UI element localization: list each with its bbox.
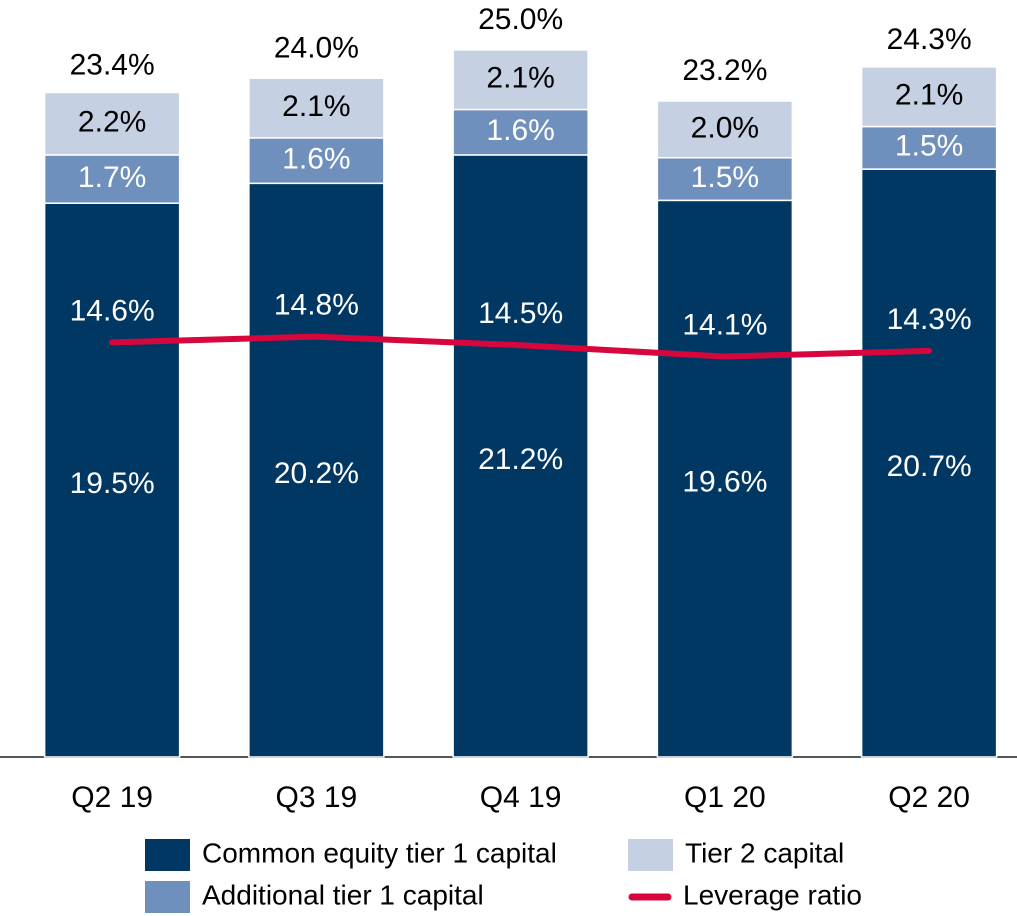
legend-label: Common equity tier 1 capital xyxy=(202,837,557,868)
legend-swatch xyxy=(145,839,190,871)
data-label: 2.1% xyxy=(895,79,963,112)
line-label: 14.1% xyxy=(682,308,767,341)
x-tick-label: Q2 20 xyxy=(888,781,970,814)
x-tick-label: Q3 19 xyxy=(276,781,358,814)
x-tick-label: Q1 20 xyxy=(684,781,766,814)
total-label: 24.3% xyxy=(887,23,972,56)
bar-segment xyxy=(43,154,181,204)
legend-label: Tier 2 capital xyxy=(685,837,844,868)
data-label: 2.1% xyxy=(282,90,350,123)
data-label: 1.5% xyxy=(691,161,759,194)
bar-segment xyxy=(248,137,385,185)
bar-segment xyxy=(452,49,589,111)
data-label: 1.5% xyxy=(895,130,963,163)
bar-segment xyxy=(248,182,385,758)
bar-segment xyxy=(860,125,998,170)
bar-segment xyxy=(248,77,385,139)
line-label: 14.8% xyxy=(274,289,359,322)
line-label: 14.3% xyxy=(887,303,972,336)
bar-segment xyxy=(452,108,589,156)
bar-segment xyxy=(656,100,794,159)
data-label: 1.7% xyxy=(78,161,146,194)
legend-swatch xyxy=(145,881,190,913)
bar-segment xyxy=(860,168,998,758)
total-label: 25.0% xyxy=(478,3,563,36)
total-label: 23.2% xyxy=(682,54,767,87)
data-label: 2.0% xyxy=(691,111,759,144)
total-label: 23.4% xyxy=(70,48,155,81)
data-label: 19.5% xyxy=(70,467,155,500)
bar-segment xyxy=(43,91,181,156)
line-label: 14.6% xyxy=(70,294,155,327)
x-tick-label: Q2 19 xyxy=(71,781,153,814)
line-label: 14.5% xyxy=(478,297,563,330)
legend-swatch xyxy=(628,839,673,871)
data-label: 1.6% xyxy=(486,114,554,147)
bar-segment xyxy=(43,202,181,758)
data-label: 20.2% xyxy=(274,457,359,490)
bar-segment xyxy=(452,154,589,758)
data-label: 2.1% xyxy=(486,62,554,95)
data-label: 20.7% xyxy=(887,450,972,483)
x-tick-label: Q4 19 xyxy=(480,781,562,814)
legend-label: Leverage ratio xyxy=(683,879,862,910)
data-label: 2.2% xyxy=(78,106,146,139)
data-label: 19.6% xyxy=(682,466,767,499)
line xyxy=(109,333,933,360)
bar-segment xyxy=(656,199,794,758)
total-label: 24.0% xyxy=(274,31,359,64)
data-label: 1.6% xyxy=(282,143,350,176)
legend-label: Additional tier 1 capital xyxy=(202,879,484,910)
bar-segment xyxy=(656,157,794,202)
data-label: 21.2% xyxy=(478,443,563,476)
bar-segment xyxy=(860,66,998,128)
